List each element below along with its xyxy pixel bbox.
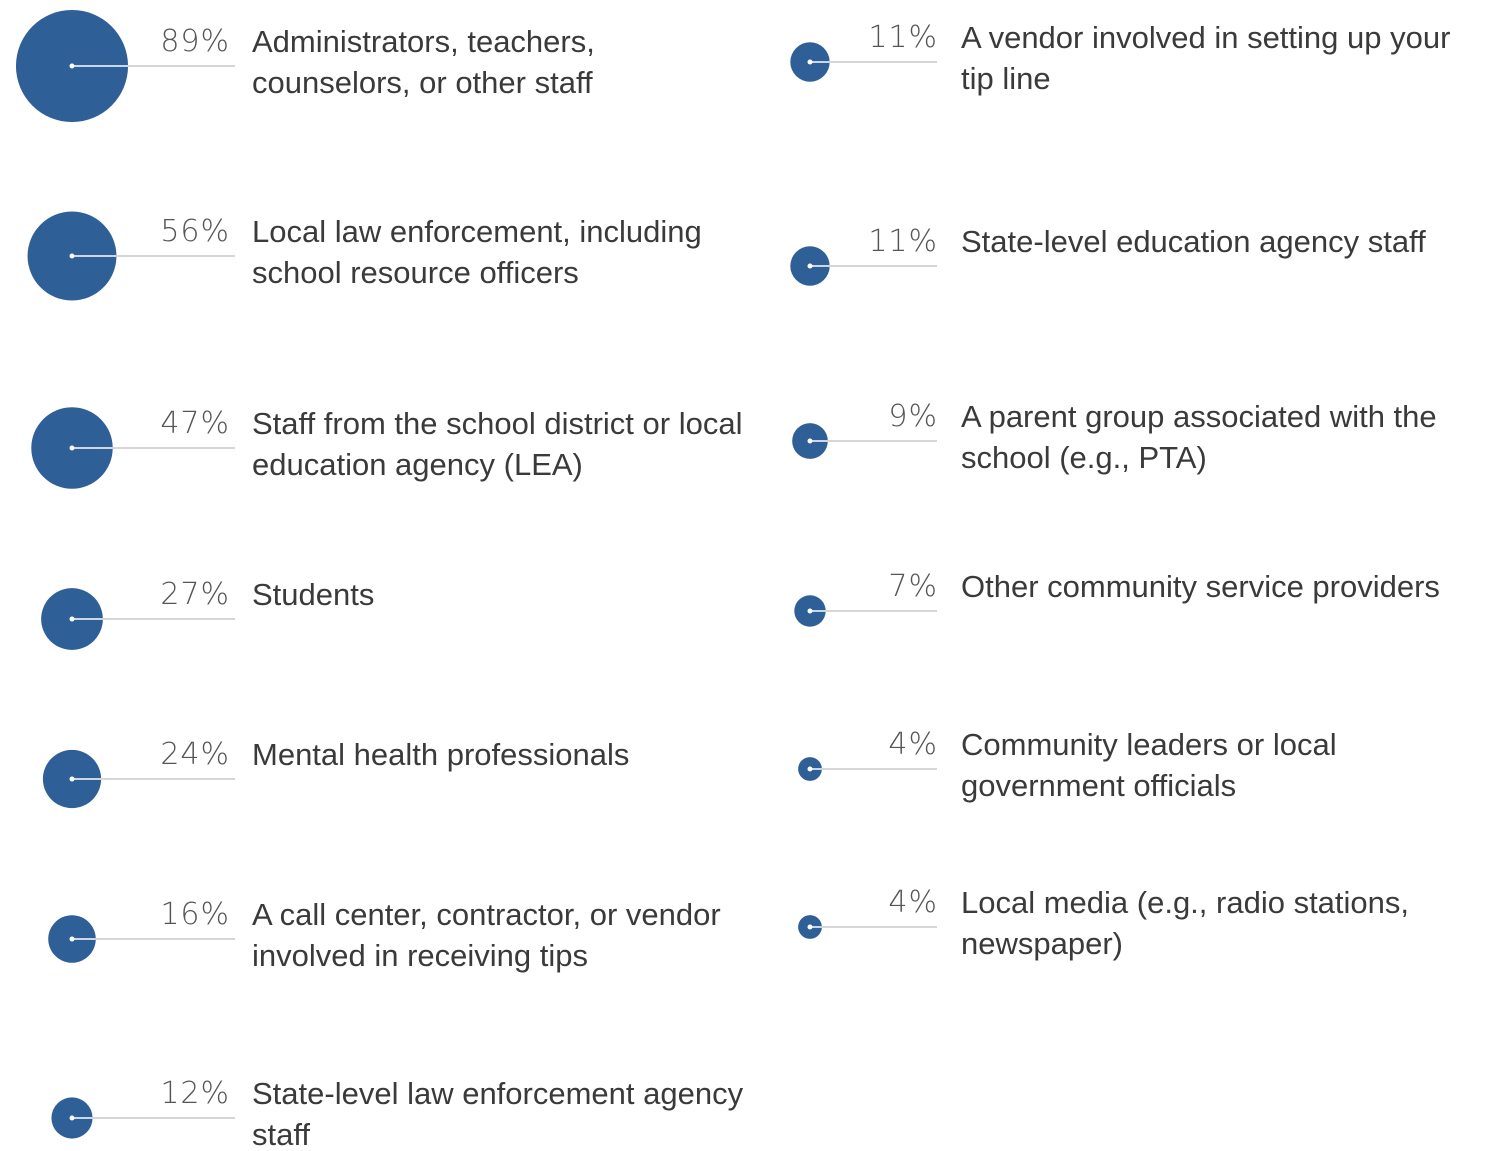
center-dot (807, 766, 813, 772)
category-label: Community leaders or local government of… (961, 727, 1337, 803)
center-dot (69, 776, 75, 782)
center-dot (69, 63, 75, 69)
value-label: 9% (888, 399, 938, 434)
category-label: Mental health professionals (252, 737, 630, 772)
center-dot (807, 59, 813, 65)
category-label: Administrators, teachers, counselors, or… (252, 24, 595, 100)
center-dot (69, 445, 75, 451)
value-label: 56% (160, 214, 230, 249)
center-dot (69, 253, 75, 259)
center-dot (69, 936, 75, 942)
category-label: Staff from the school district or local … (252, 406, 743, 482)
center-dot (69, 616, 75, 622)
center-dot (807, 924, 813, 930)
value-label: 7% (888, 569, 938, 604)
center-dot (807, 263, 813, 269)
value-label: 24% (160, 737, 230, 772)
category-label: State-level law enforcement agency staff (252, 1076, 744, 1151)
category-label: State-level education agency staff (961, 224, 1426, 259)
value-label: 12% (160, 1076, 230, 1111)
category-label: Local media (e.g., radio stations, newsp… (961, 885, 1410, 961)
value-label: 4% (888, 727, 938, 762)
value-label: 4% (888, 885, 938, 920)
value-label: 27% (160, 577, 230, 612)
center-dot (807, 438, 813, 444)
category-label: A vendor involved in setting up your tip… (961, 20, 1451, 96)
value-label: 89% (160, 24, 230, 59)
category-label: A parent group associated with the schoo… (961, 399, 1437, 475)
value-label: 11% (868, 224, 938, 259)
center-dot (69, 1115, 75, 1121)
value-label: 47% (160, 406, 230, 441)
center-dot (807, 608, 813, 614)
category-label: A call center, contractor, or vendor inv… (252, 897, 721, 973)
value-label: 11% (868, 20, 938, 55)
category-label: Local law enforcement, including school … (252, 214, 702, 290)
category-label: Other community service providers (961, 569, 1440, 604)
category-label: Students (252, 577, 375, 612)
value-label: 16% (160, 897, 230, 932)
